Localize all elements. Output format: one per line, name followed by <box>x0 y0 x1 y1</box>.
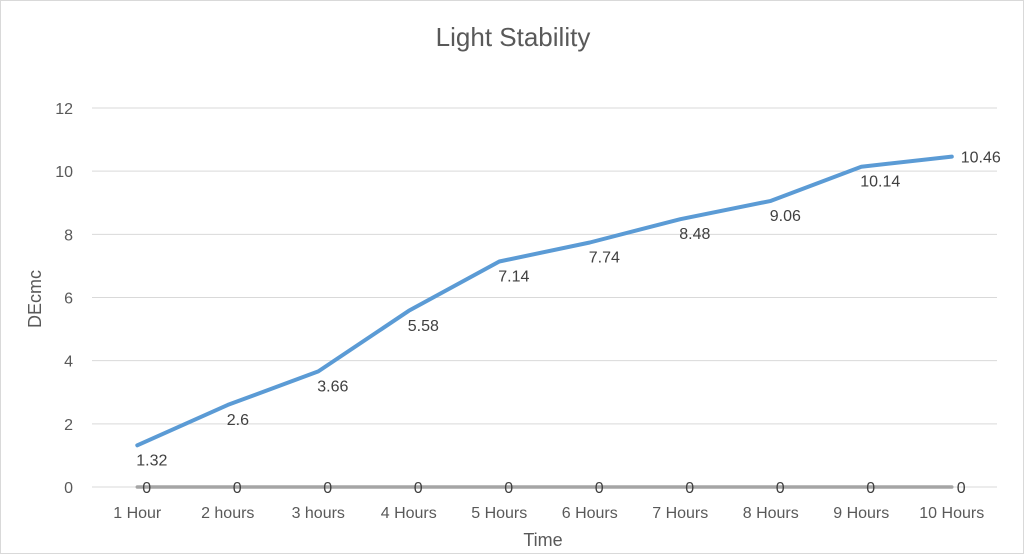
data-label: 10.46 <box>961 150 1001 167</box>
x-tick-label: 7 Hours <box>652 505 708 522</box>
x-tick-label: 6 Hours <box>562 505 618 522</box>
x-axis-ticks: 1 Hour 2 hours 3 hours 4 Hours 5 Hours 6 Hour… <box>113 505 984 522</box>
data-label: 7.14 <box>498 268 529 285</box>
data-label: 0 <box>142 480 151 497</box>
x-tick-label: 2 hours <box>201 505 254 522</box>
data-label: 0 <box>776 480 785 497</box>
data-label: 0 <box>595 480 604 497</box>
series-line-1 <box>137 157 952 446</box>
data-label: 2.6 <box>227 412 249 429</box>
data-label: 0 <box>414 480 423 497</box>
x-tick-label: 1 Hour <box>113 505 162 522</box>
data-label: 5.58 <box>408 318 439 335</box>
x-tick-label: 4 Hours <box>381 505 437 522</box>
data-label: 0 <box>323 480 332 497</box>
data-label: 0 <box>685 480 694 497</box>
data-label: 10.14 <box>860 174 900 191</box>
data-label: 9.06 <box>770 208 801 225</box>
data-label: 0 <box>504 480 513 497</box>
data-label: 0 <box>233 480 242 497</box>
x-tick-label: 5 Hours <box>471 505 527 522</box>
x-axis-label: Time <box>523 530 562 550</box>
data-label: 7.74 <box>589 250 620 267</box>
y-tick-label: 0 <box>64 480 73 497</box>
chart-title: Light Stability <box>436 22 591 52</box>
x-tick-label: 10 Hours <box>919 505 984 522</box>
data-label: 3.66 <box>317 378 348 395</box>
data-label: 0 <box>957 480 966 497</box>
x-tick-label: 3 hours <box>292 505 345 522</box>
data-label: 1.32 <box>136 452 167 469</box>
data-label: 0 <box>866 480 875 497</box>
y-tick-label: 8 <box>64 227 73 244</box>
y-tick-label: 4 <box>64 354 73 371</box>
y-tick-label: 10 <box>55 164 73 181</box>
y-tick-label: 2 <box>64 417 73 434</box>
y-axis-label: DEcmc <box>25 270 45 328</box>
y-tick-label: 6 <box>64 291 73 308</box>
x-tick-label: 9 Hours <box>833 505 889 522</box>
data-labels: 1.32 2.6 3.66 5.58 7.14 7.74 8.48 9.06 10.14 10.4… <box>136 150 1001 497</box>
series-group <box>137 157 952 488</box>
y-tick-label: 12 <box>55 101 73 118</box>
x-tick-label: 8 Hours <box>743 505 799 522</box>
y-axis-ticks: 0 2 4 6 8 10 12 <box>55 101 73 497</box>
data-label: 8.48 <box>679 226 710 243</box>
